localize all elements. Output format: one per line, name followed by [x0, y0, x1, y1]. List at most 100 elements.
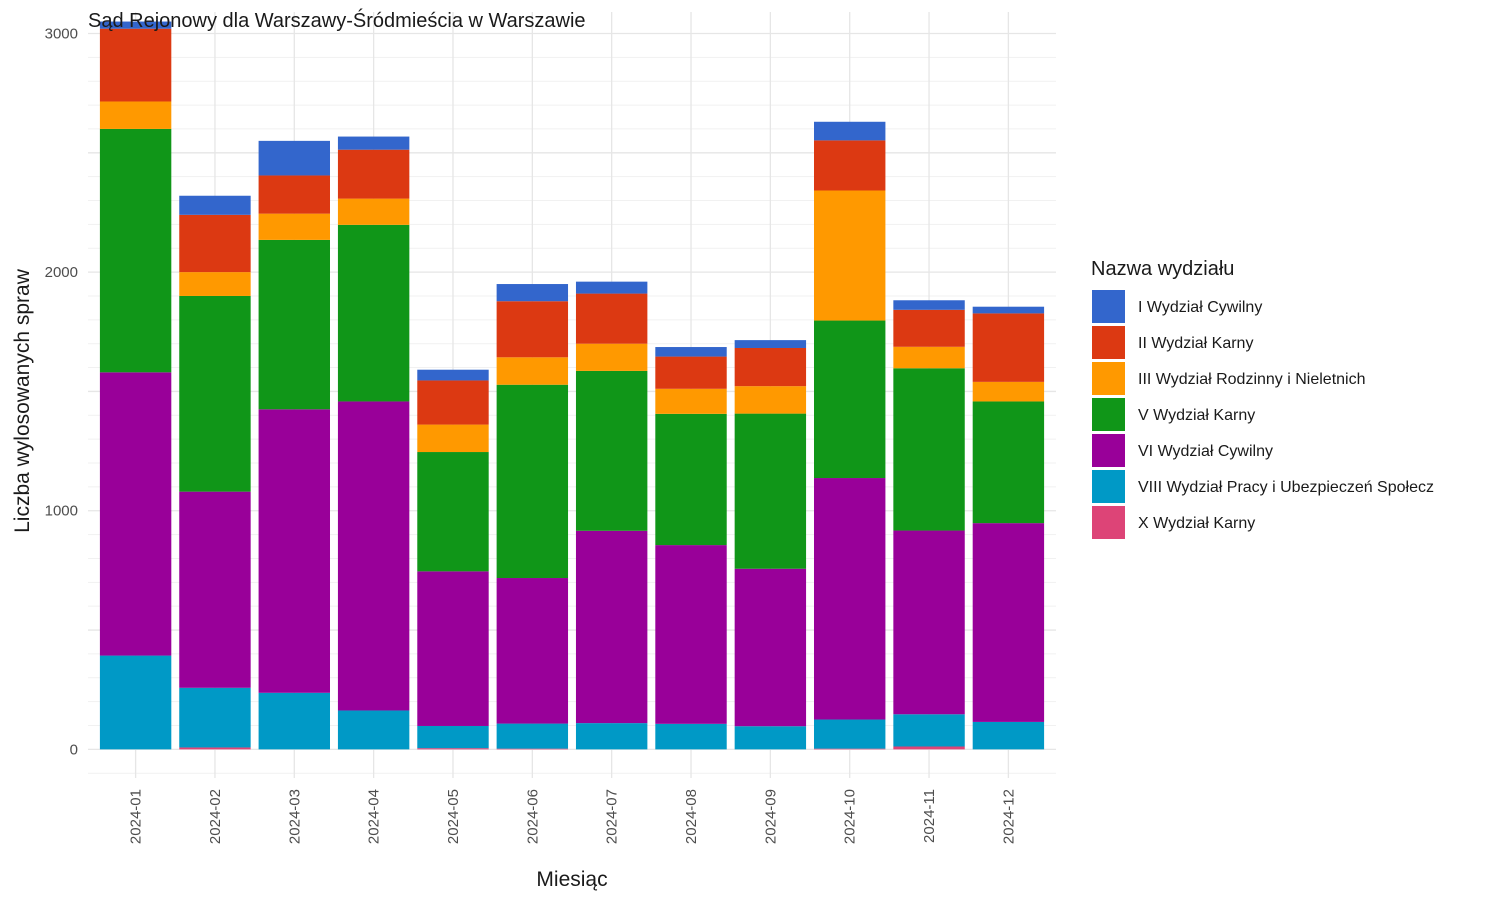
legend-swatch [1092, 398, 1125, 431]
bar-segment [417, 725, 489, 749]
bar-segment [258, 213, 330, 240]
bar-segment [179, 272, 251, 296]
legend-swatch [1092, 470, 1125, 503]
bar-segment [179, 195, 251, 215]
bar-segment [496, 384, 569, 579]
bar-segment [814, 719, 886, 749]
bar-segment [417, 369, 489, 381]
bar-segment [417, 571, 489, 726]
bar-segment [734, 726, 807, 750]
x-tick-label: 2024-10 [842, 789, 859, 844]
legend-label: III Wydział Rodzinny i Nieletnich [1138, 371, 1366, 388]
legend-label: I Wydział Cywilny [1138, 299, 1262, 316]
bar-segment [972, 313, 1045, 382]
legend-swatch [1092, 326, 1125, 359]
legend-label: X Wydział Karny [1138, 515, 1255, 532]
bar-segment [734, 340, 807, 348]
y-tick-label: 3000 [45, 25, 78, 42]
bar-segment [417, 452, 489, 572]
bar-segment [814, 748, 886, 750]
bar-segment [734, 386, 807, 414]
bar-segment [972, 401, 1045, 524]
bar-segment [655, 413, 727, 546]
bar-segment [655, 545, 727, 724]
bar-segment [337, 149, 410, 199]
bar-segment [179, 214, 251, 273]
bar-segment [496, 357, 569, 385]
bars [99, 21, 1045, 750]
bar-segment [972, 381, 1045, 402]
x-tick-label: 2024-04 [366, 789, 383, 844]
x-tick-label: 2024-12 [1000, 789, 1017, 844]
bar-segment [575, 723, 648, 750]
bar-segment [575, 293, 648, 344]
bar-segment [99, 28, 172, 102]
bar-segment [814, 121, 886, 141]
bar-segment [814, 478, 886, 720]
bar-segment [258, 692, 330, 750]
bar-segment [179, 491, 251, 688]
bar-segment [99, 21, 172, 29]
bar-segment [99, 101, 172, 129]
bar-segment [496, 578, 569, 724]
legend-label: V Wydział Karny [1138, 407, 1255, 424]
bar-segment [893, 746, 965, 750]
bar-segment [575, 530, 648, 724]
bar-segment [99, 372, 172, 656]
legend-items: I Wydział Cywilny II Wydział Karny III Wyd… [1092, 290, 1434, 539]
bar-segment [814, 190, 886, 321]
bar-segment [972, 306, 1045, 314]
bar-segment [258, 409, 330, 693]
bar-segment [337, 401, 410, 711]
bar-segment [893, 309, 965, 347]
chart-title: Sąd Rejonowy dla Warszawy-Śródmieścia w … [88, 8, 586, 32]
legend: Nazwa wydziału I Wydział Cywilny II Wydzi… [1091, 258, 1434, 539]
bar-segment [814, 140, 886, 191]
legend-label: II Wydział Karny [1138, 335, 1253, 352]
x-tick-labels: 2024-01 2024-02 2024-03 2024-04 2024-05 2024-… [128, 789, 1018, 844]
bar-segment [893, 300, 965, 310]
y-axis-title: Liczba wylosowanych spraw [11, 268, 34, 533]
legend-swatch [1092, 506, 1125, 539]
bar-segment [972, 721, 1045, 750]
bar-segment [893, 714, 965, 747]
x-tick-label: 2024-09 [762, 789, 779, 844]
bar-segment [575, 281, 648, 294]
bar-segment [655, 356, 727, 389]
bar-segment [337, 224, 410, 402]
x-tick-label: 2024-02 [207, 789, 224, 844]
legend-label: VI Wydział Cywilny [1138, 443, 1273, 460]
bar-segment [99, 655, 172, 750]
bar-segment [575, 370, 648, 531]
bar-segment [417, 424, 489, 453]
bar-segment [417, 380, 489, 425]
x-axis-title: Miesiąc [536, 868, 607, 891]
bar-segment [258, 239, 330, 410]
bar-segment [417, 748, 489, 750]
x-tick-label: 2024-06 [524, 789, 541, 844]
bar-segment [814, 320, 886, 479]
bar-segment [655, 723, 727, 750]
bar-segment [337, 136, 410, 150]
bar-segment [99, 128, 172, 373]
bar-segment [179, 687, 251, 748]
x-tick-label: 2024-07 [604, 789, 621, 844]
bar-segment [734, 347, 807, 387]
bar-segment [496, 284, 569, 302]
x-tick-label: 2024-08 [683, 789, 700, 844]
bar-segment [258, 175, 330, 214]
x-tick-label: 2024-11 [921, 789, 938, 843]
bar-segment [337, 198, 410, 225]
x-tick-label: 2024-03 [286, 789, 303, 844]
bar-segment [655, 347, 727, 357]
bar-segment [893, 368, 965, 531]
y-tick-label: 1000 [45, 503, 78, 520]
bar-segment [655, 388, 727, 414]
bar-segment [734, 568, 807, 727]
bar-segment [734, 413, 807, 569]
x-tick-label: 2024-05 [445, 789, 462, 844]
bar-segment [893, 530, 965, 715]
bar-segment [893, 346, 965, 369]
bar-segment [496, 723, 569, 749]
